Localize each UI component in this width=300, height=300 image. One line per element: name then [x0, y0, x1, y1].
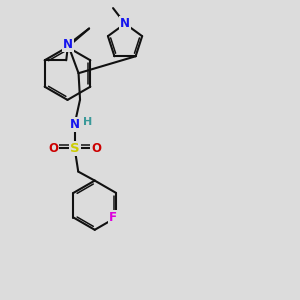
- Text: O: O: [91, 142, 101, 155]
- Text: H: H: [82, 117, 92, 127]
- Text: N: N: [63, 38, 73, 51]
- Text: S: S: [70, 142, 80, 155]
- Text: N: N: [120, 17, 130, 30]
- Text: O: O: [48, 142, 58, 155]
- Text: F: F: [109, 211, 117, 224]
- Text: N: N: [70, 118, 80, 131]
